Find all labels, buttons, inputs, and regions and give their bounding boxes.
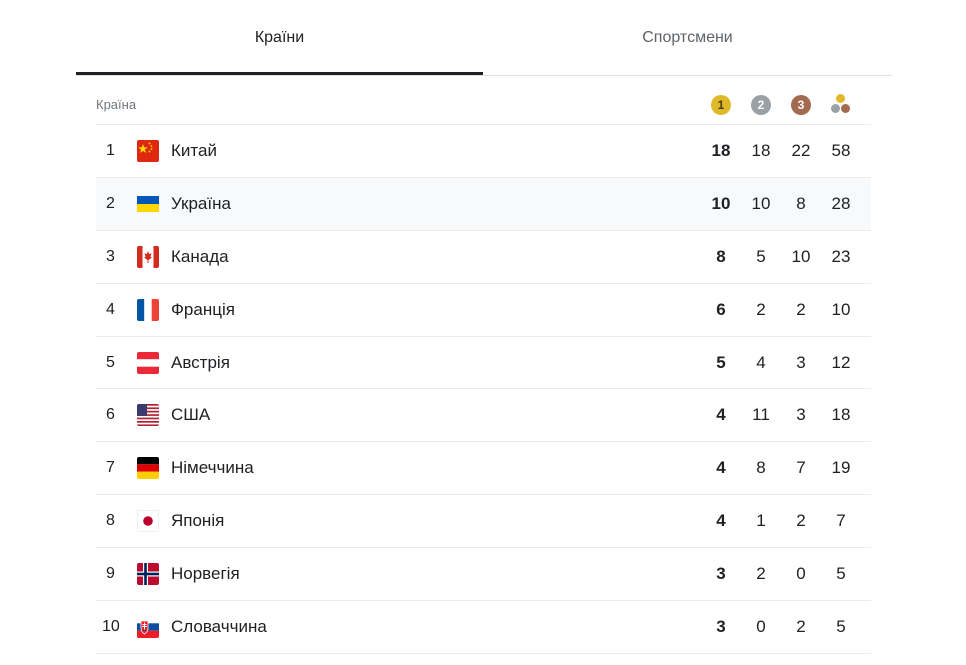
table-row[interactable]: 10 Словаччина 3 0 2 5: [96, 601, 871, 654]
silver-count: 0: [756, 616, 766, 636]
total-count: 18: [831, 405, 851, 425]
bronze-count: 10: [791, 246, 811, 266]
china-flag-icon: [137, 140, 159, 162]
silver-count: 1: [756, 511, 766, 531]
bronze-count: 3: [796, 352, 806, 372]
rank: 2: [106, 194, 115, 212]
country-name: Словаччина: [171, 616, 267, 636]
austria-flag-icon: [137, 351, 159, 374]
country-name: Канада: [171, 246, 229, 266]
silver-count: 11: [752, 405, 770, 425]
table-header: Країна 1 2 3: [96, 78, 871, 125]
tab-bar: Країни Спортсмени: [76, 0, 892, 76]
total-count: 58: [831, 140, 851, 160]
total-count: 12: [831, 352, 851, 372]
silver-count: 2: [756, 564, 766, 584]
bronze-count: 2: [796, 511, 806, 531]
gold-count: 5: [716, 352, 726, 372]
rank: 6: [106, 406, 115, 424]
japan-flag-icon: [137, 510, 159, 533]
norway-flag-icon: [137, 563, 159, 586]
bronze-count: 22: [791, 140, 811, 160]
gold-count: 10: [711, 193, 731, 213]
usa-flag-icon: [137, 404, 159, 427]
gold-count: 4: [716, 405, 726, 425]
gold-count: 4: [716, 458, 726, 478]
gold-medal-icon: 1: [711, 95, 731, 115]
rank: 5: [106, 353, 115, 371]
gold-count: 3: [716, 564, 726, 584]
table-row[interactable]: 1 Китай 18 18 22 58: [96, 125, 871, 178]
country-name: Німеччина: [171, 458, 254, 478]
silver-count: 8: [756, 458, 766, 478]
active-tab-indicator: [76, 72, 483, 75]
total-medals-icon: [831, 94, 851, 116]
bronze-count: 8: [796, 193, 806, 213]
rank: 7: [106, 459, 115, 477]
country-name: Китай: [171, 140, 217, 160]
country-name: Франція: [171, 299, 235, 319]
canada-flag-icon: [137, 245, 159, 268]
total-count: 28: [831, 193, 851, 213]
france-flag-icon: [137, 298, 159, 321]
bronze-medal-icon: 3: [791, 95, 811, 115]
total-count: 23: [831, 246, 851, 266]
table-row[interactable]: 5 Австрія 5 4 3 12: [96, 337, 871, 390]
total-count: 5: [836, 616, 846, 636]
germany-flag-icon: [137, 457, 159, 480]
table-row[interactable]: 2 Україна 10 10 8 28: [96, 177, 871, 231]
bronze-count: 2: [796, 616, 806, 636]
country-name: Україна: [171, 193, 231, 213]
rank: 1: [106, 141, 115, 159]
bronze-count: 2: [796, 299, 806, 319]
tab-athletes[interactable]: Спортсмени: [642, 28, 733, 46]
ukraine-flag-icon: [137, 193, 159, 215]
table-row[interactable]: 8 Японія 4 1 2 7: [96, 495, 871, 549]
bronze-count: 0: [796, 564, 806, 584]
silver-count: 10: [751, 193, 771, 213]
bronze-count: 7: [796, 458, 806, 478]
silver-count: 18: [751, 140, 771, 160]
gold-count: 18: [711, 140, 731, 160]
gold-count: 8: [716, 246, 726, 266]
tab-countries[interactable]: Країни: [254, 28, 305, 46]
rank: 9: [106, 565, 115, 583]
medal-table: Країна 1 2 3 1 Китай 18 18 22 58 2 Україна 10 10 8…: [96, 78, 871, 654]
gold-count: 6: [716, 299, 726, 319]
rank: 8: [106, 512, 115, 530]
silver-count: 2: [756, 299, 766, 319]
table-row[interactable]: 9 Норвегія 3 2 0 5: [96, 548, 871, 602]
table-row[interactable]: 6 США 4 11 3 18: [96, 389, 871, 443]
country-column-header: Країна: [96, 97, 137, 112]
total-count: 10: [831, 299, 851, 319]
country-name: Норвегія: [171, 564, 240, 584]
table-row[interactable]: 7 Німеччина 4 8 7 19: [96, 442, 871, 496]
country-name: Японія: [171, 511, 225, 531]
slovakia-flag-icon: [137, 616, 159, 639]
silver-count: 5: [756, 246, 766, 266]
silver-count: 4: [756, 352, 766, 372]
total-count: 5: [836, 564, 846, 584]
total-count: 19: [831, 458, 851, 478]
country-name: Австрія: [171, 352, 230, 372]
table-row[interactable]: 3 Канада 8 5 10 23: [96, 231, 871, 284]
table-row[interactable]: 4 Франція 6 2 2 10: [96, 284, 871, 337]
gold-count: 3: [716, 616, 726, 636]
country-name: США: [171, 405, 211, 425]
rank: 3: [106, 247, 115, 265]
gold-count: 4: [716, 511, 726, 531]
bronze-count: 3: [796, 405, 806, 425]
rank: 10: [102, 617, 120, 635]
rank: 4: [106, 300, 115, 318]
total-count: 7: [836, 511, 846, 531]
silver-medal-icon: 2: [751, 95, 771, 115]
